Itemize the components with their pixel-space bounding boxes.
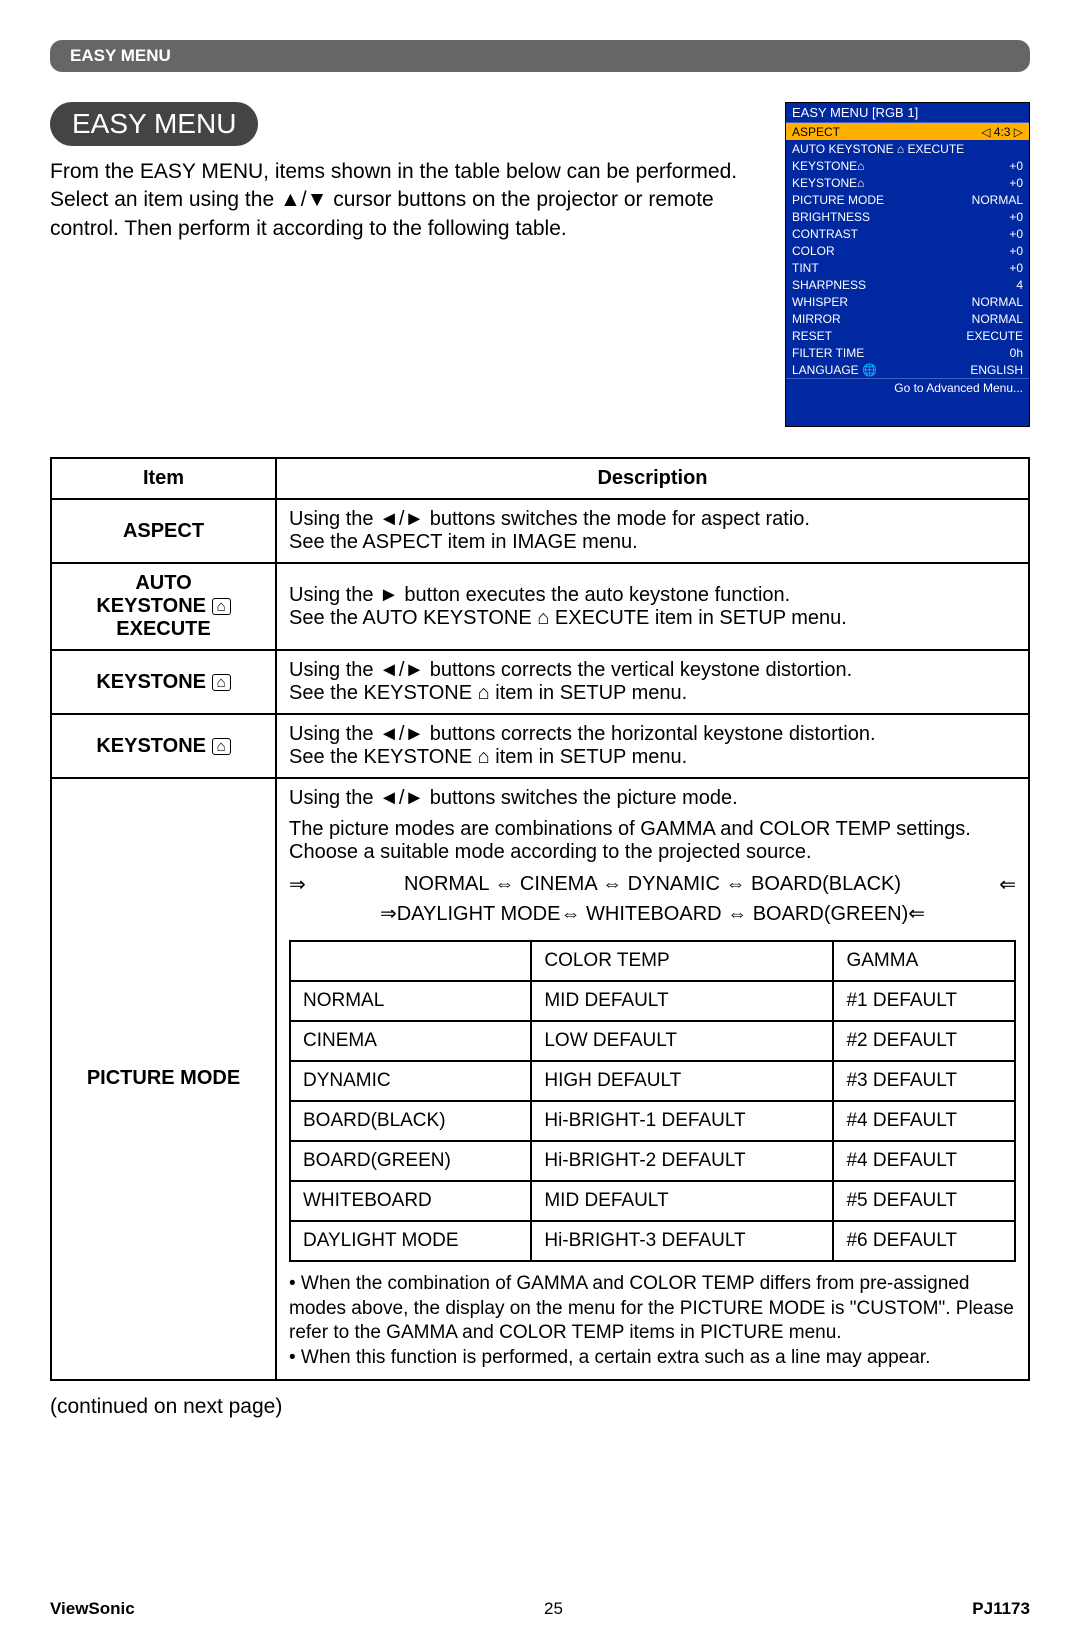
osd-title: EASY MENU [RGB 1] bbox=[786, 103, 1029, 123]
keystone-v-icon: ⌂ bbox=[212, 674, 231, 691]
row-autokey-item: AUTO KEYSTONE ⌂ EXECUTE bbox=[51, 563, 276, 650]
flow-down-icon: ⇐ bbox=[999, 872, 1016, 897]
osd-row: PICTURE MODENORMAL bbox=[786, 191, 1029, 208]
pm-note-1: • When the combination of GAMMA and COLO… bbox=[289, 1272, 1016, 1346]
osd-row: TINT+0 bbox=[786, 259, 1029, 276]
footer-right: PJ1173 bbox=[972, 1599, 1030, 1619]
osd-row: SHARPNESS4 bbox=[786, 276, 1029, 293]
col-item: Item bbox=[51, 458, 276, 499]
row-pm-item: PICTURE MODE bbox=[51, 778, 276, 1380]
row-keyv-item: KEYSTONE ⌂ bbox=[51, 650, 276, 714]
picture-mode-table: COLOR TEMPGAMMANORMALMID DEFAULT#1 DEFAU… bbox=[289, 940, 1016, 1262]
title-pill: EASY MENU bbox=[50, 102, 258, 146]
intro-text: From the EASY MENU, items shown in the t… bbox=[50, 158, 765, 243]
osd-footer: Go to Advanced Menu... bbox=[786, 378, 1029, 397]
footer-page-number: 25 bbox=[544, 1599, 563, 1619]
keystone-h-icon: ⌂ bbox=[212, 738, 231, 755]
row-keyh-desc: Using the ◄/► buttons corrects the horiz… bbox=[276, 714, 1029, 778]
osd-row: KEYSTONE⌂+0 bbox=[786, 157, 1029, 174]
col-desc: Description bbox=[276, 458, 1029, 499]
osd-row: RESETEXECUTE bbox=[786, 327, 1029, 344]
osd-row: KEYSTONE⌂+0 bbox=[786, 174, 1029, 191]
osd-row: LANGUAGE 🌐ENGLISH bbox=[786, 361, 1029, 378]
page-footer: ViewSonic 25 PJ1173 bbox=[50, 1599, 1030, 1619]
osd-row: MIRRORNORMAL bbox=[786, 310, 1029, 327]
main-table: Item Description ASPECT Using the ◄/► bu… bbox=[50, 457, 1030, 1381]
osd-row: AUTO KEYSTONE ⌂ EXECUTE bbox=[786, 140, 1029, 157]
osd-row: WHISPERNORMAL bbox=[786, 293, 1029, 310]
row-aspect-item: ASPECT bbox=[51, 499, 276, 563]
footer-left: ViewSonic bbox=[50, 1599, 135, 1619]
row-pm-desc: Using the ◄/► buttons switches the pictu… bbox=[276, 778, 1029, 1380]
flow-down-icon: ⇒ bbox=[289, 872, 306, 897]
picture-mode-flow: ⇒ NORMAL ⇔ CINEMA ⇔ DYNAMIC ⇔ BOARD(BLAC… bbox=[289, 872, 1016, 926]
osd-row: COLOR+0 bbox=[786, 242, 1029, 259]
osd-preview: EASY MENU [RGB 1] ASPECT◁ 4:3 ▷AUTO KEYS… bbox=[785, 102, 1030, 427]
continued-text: (continued on next page) bbox=[50, 1395, 1030, 1419]
osd-row: BRIGHTNESS+0 bbox=[786, 208, 1029, 225]
keystone-v-icon: ⌂ bbox=[212, 598, 231, 615]
osd-row: ASPECT◁ 4:3 ▷ bbox=[786, 123, 1029, 140]
section-bar: EASY MENU bbox=[50, 40, 1030, 72]
pm-note-2: • When this function is performed, a cer… bbox=[289, 1346, 1016, 1371]
osd-row: FILTER TIME0h bbox=[786, 344, 1029, 361]
row-keyv-desc: Using the ◄/► buttons corrects the verti… bbox=[276, 650, 1029, 714]
header-row: EASY MENU From the EASY MENU, items show… bbox=[50, 102, 1030, 427]
osd-row: CONTRAST+0 bbox=[786, 225, 1029, 242]
row-keyh-item: KEYSTONE ⌂ bbox=[51, 714, 276, 778]
row-aspect-desc: Using the ◄/► buttons switches the mode … bbox=[276, 499, 1029, 563]
row-autokey-desc: Using the ► button executes the auto key… bbox=[276, 563, 1029, 650]
